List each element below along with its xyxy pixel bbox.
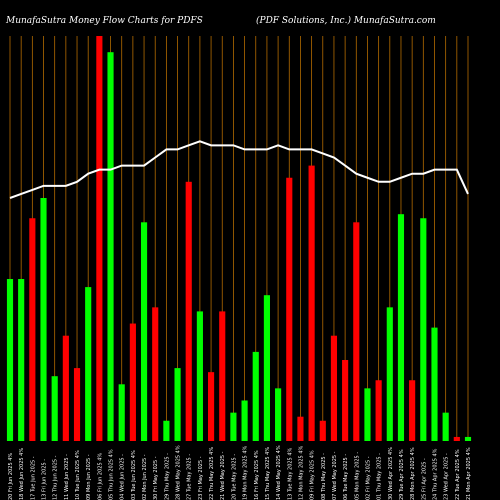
- flow-bar: [286, 177, 293, 441]
- flow-bar: [96, 36, 103, 441]
- flow-bar: [420, 218, 427, 441]
- flow-bar: [275, 388, 282, 441]
- x-tick-label: 30 Fri May 2025 -: [153, 456, 159, 500]
- flow-bar: [442, 412, 449, 441]
- x-tick-label: 12 Thu Jun 2025 -: [53, 455, 59, 500]
- x-tick-label: 22 Tue Apr 2025 4%: [455, 449, 461, 500]
- flow-bar: [152, 307, 159, 441]
- flow-bar: [140, 222, 148, 441]
- x-tick-label: 13 Fri Jun 2025 -: [42, 459, 48, 500]
- x-tick-label: 23 Fri May 2025 -: [198, 456, 204, 500]
- flow-bar: [208, 372, 215, 441]
- flow-bar: [319, 420, 326, 441]
- x-tick-label: 06 Fri Jun 2025 4%: [97, 453, 103, 500]
- flow-bar: [18, 279, 25, 441]
- x-tick-label: 11 Wed Jun 2025 -: [64, 454, 70, 500]
- x-tick-label: 17 Tue Jun 2025 -: [30, 456, 36, 500]
- flow-bar: [386, 307, 393, 441]
- x-tick-label: 06 Tue May 2025 -: [343, 454, 349, 500]
- price-line: [9, 140, 469, 199]
- x-tick-label: 10 Tue Jun 2025 4%: [75, 450, 81, 500]
- x-tick-label: 05 Mon May 2025 -: [354, 452, 360, 500]
- price-line-path: [9, 140, 469, 199]
- flow-bar: [342, 360, 349, 441]
- x-tick-label: 13 Tue May 2025 4%: [287, 447, 293, 500]
- x-tick-label: 25 Fri Apr 2025 -: [421, 458, 427, 500]
- x-tick-label: 08 Thu May 2025 -: [321, 453, 327, 500]
- x-tick-label: 07 Wed May 2025 -: [332, 451, 338, 500]
- x-tick-label: 01 Thu May 2025 -: [377, 453, 383, 500]
- flow-bar: [185, 181, 192, 442]
- x-tick-label: 24 Thu Apr 2025 4%: [432, 448, 438, 500]
- x-tick-label: 15 Thu May 2025 4%: [265, 447, 271, 500]
- x-tick-label: 09 Fri May 2025 4%: [310, 450, 316, 500]
- chart-title: MunafaSutra Money Flow Charts for PDFS: [6, 16, 203, 26]
- x-tick-label: 21 Wed May 2025 -: [220, 451, 226, 500]
- x-tick-label: 20 Tue May 2025 -: [231, 454, 237, 500]
- x-tick-label: 18 Wed Jun 2025 4%: [19, 448, 25, 500]
- x-tick-label: 16 Fri May 2025 4%: [254, 450, 260, 500]
- flow-bar: [40, 198, 47, 441]
- flow-bar: [118, 384, 125, 441]
- flow-bar: [174, 368, 181, 441]
- flow-bar: [375, 380, 382, 441]
- flow-bar: [308, 165, 315, 441]
- flow-bar: [252, 351, 259, 441]
- flow-bar: [453, 436, 460, 441]
- flow-bar: [230, 412, 237, 441]
- flow-bar: [241, 400, 248, 441]
- x-tick-label: 03 Tue Jun 2025 4%: [131, 450, 137, 500]
- flow-bar: [6, 279, 14, 441]
- flow-bar: [263, 295, 270, 441]
- x-tick-label: 28 Mon Apr 2025 4%: [410, 447, 416, 500]
- x-tick-label: 29 Thu May 2025 -: [164, 453, 170, 500]
- x-tick-label: 29 Tue Apr 2025 4%: [399, 449, 405, 500]
- flow-bar: [129, 323, 136, 441]
- flow-bar: [409, 380, 416, 441]
- flow-bar: [431, 327, 438, 441]
- x-tick-label: 05 Thu Jun 2025 4%: [109, 449, 115, 500]
- flow-bar: [29, 218, 36, 441]
- x-tick-label: 23 Wed Apr 2025 -: [444, 453, 450, 500]
- x-tick-label: 09 Mon Jun 2025 -: [86, 454, 92, 500]
- flow-bar: [353, 222, 360, 441]
- x-tick-label: 21 Mon Apr 2025 4%: [466, 447, 472, 500]
- flow-bar: [397, 214, 405, 441]
- flow-bar: [62, 335, 69, 441]
- x-tick-label: 14 Wed May 2025 4%: [276, 445, 282, 500]
- flow-bar: [219, 311, 226, 441]
- flow-bar: [73, 368, 81, 441]
- x-tick-label: 02 Fri May 2025 -: [365, 456, 371, 500]
- flow-bar: [107, 52, 114, 441]
- flow-bar: [330, 335, 338, 441]
- x-tick-label: 04 Wed Jun 2025 -: [120, 454, 126, 500]
- flow-bar: [85, 287, 92, 441]
- flow-bar: [196, 311, 203, 441]
- flow-bar: [464, 436, 472, 441]
- chart-subtitle: (PDF Solutions, Inc.) MunafaSutra.com: [256, 16, 436, 26]
- x-tick-label: 20 Fri Jun 2025 4%: [8, 453, 14, 500]
- x-tick-label: 19 Mon May 2025 4%: [243, 445, 249, 500]
- flow-bar: [163, 420, 170, 441]
- flow-bar: [51, 376, 58, 441]
- x-axis-labels: 20 Fri Jun 2025 4% 18 Wed Jun 2025 4% 17 T…: [8, 445, 472, 500]
- x-tick-label: 12 Mon May 2025 4%: [298, 445, 304, 500]
- x-tick-label: 27 Tue May 2025 -: [187, 454, 193, 500]
- x-tick-label: 28 Wed May 2025 4%: [176, 445, 182, 500]
- x-tick-label: 02 Mon Jun 2025 -: [142, 454, 148, 500]
- flow-bars: [6, 36, 472, 442]
- flow-bar: [364, 388, 371, 441]
- x-tick-label: 30 Wed Apr 2025 4%: [388, 447, 394, 500]
- x-tick-label: 22 Thu May 2025 4%: [209, 447, 215, 500]
- flow-bar: [297, 416, 304, 441]
